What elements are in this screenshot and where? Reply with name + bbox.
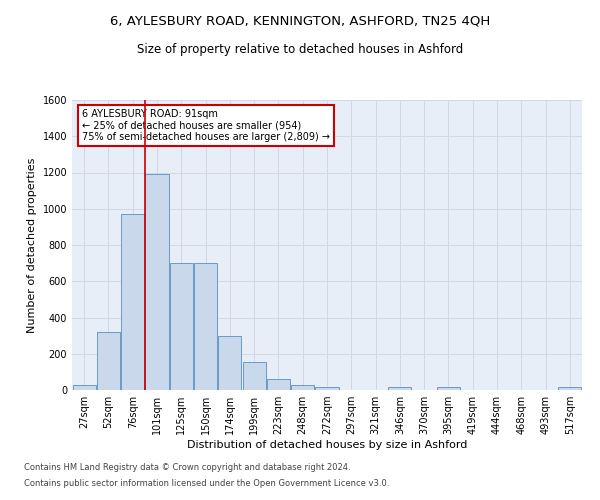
Bar	[97, 332, 120, 390]
Text: Size of property relative to detached houses in Ashford: Size of property relative to detached ho…	[137, 42, 463, 56]
Bar	[121, 214, 144, 390]
Bar	[218, 336, 241, 390]
Text: 6 AYLESBURY ROAD: 91sqm
← 25% of detached houses are smaller (954)
75% of semi-d: 6 AYLESBURY ROAD: 91sqm ← 25% of detache…	[82, 108, 330, 142]
Bar	[291, 386, 314, 390]
Bar	[388, 388, 412, 390]
Bar	[242, 362, 266, 390]
Y-axis label: Number of detached properties: Number of detached properties	[27, 158, 37, 332]
Text: Contains HM Land Registry data © Crown copyright and database right 2024.: Contains HM Land Registry data © Crown c…	[24, 464, 350, 472]
X-axis label: Distribution of detached houses by size in Ashford: Distribution of detached houses by size …	[187, 440, 467, 450]
Bar	[170, 263, 193, 390]
Bar	[437, 388, 460, 390]
Bar	[316, 388, 338, 390]
Text: Contains public sector information licensed under the Open Government Licence v3: Contains public sector information licen…	[24, 478, 389, 488]
Bar	[559, 388, 581, 390]
Text: 6, AYLESBURY ROAD, KENNINGTON, ASHFORD, TN25 4QH: 6, AYLESBURY ROAD, KENNINGTON, ASHFORD, …	[110, 15, 490, 28]
Bar	[267, 379, 290, 390]
Bar	[194, 263, 217, 390]
Bar	[145, 174, 169, 390]
Bar	[73, 386, 95, 390]
